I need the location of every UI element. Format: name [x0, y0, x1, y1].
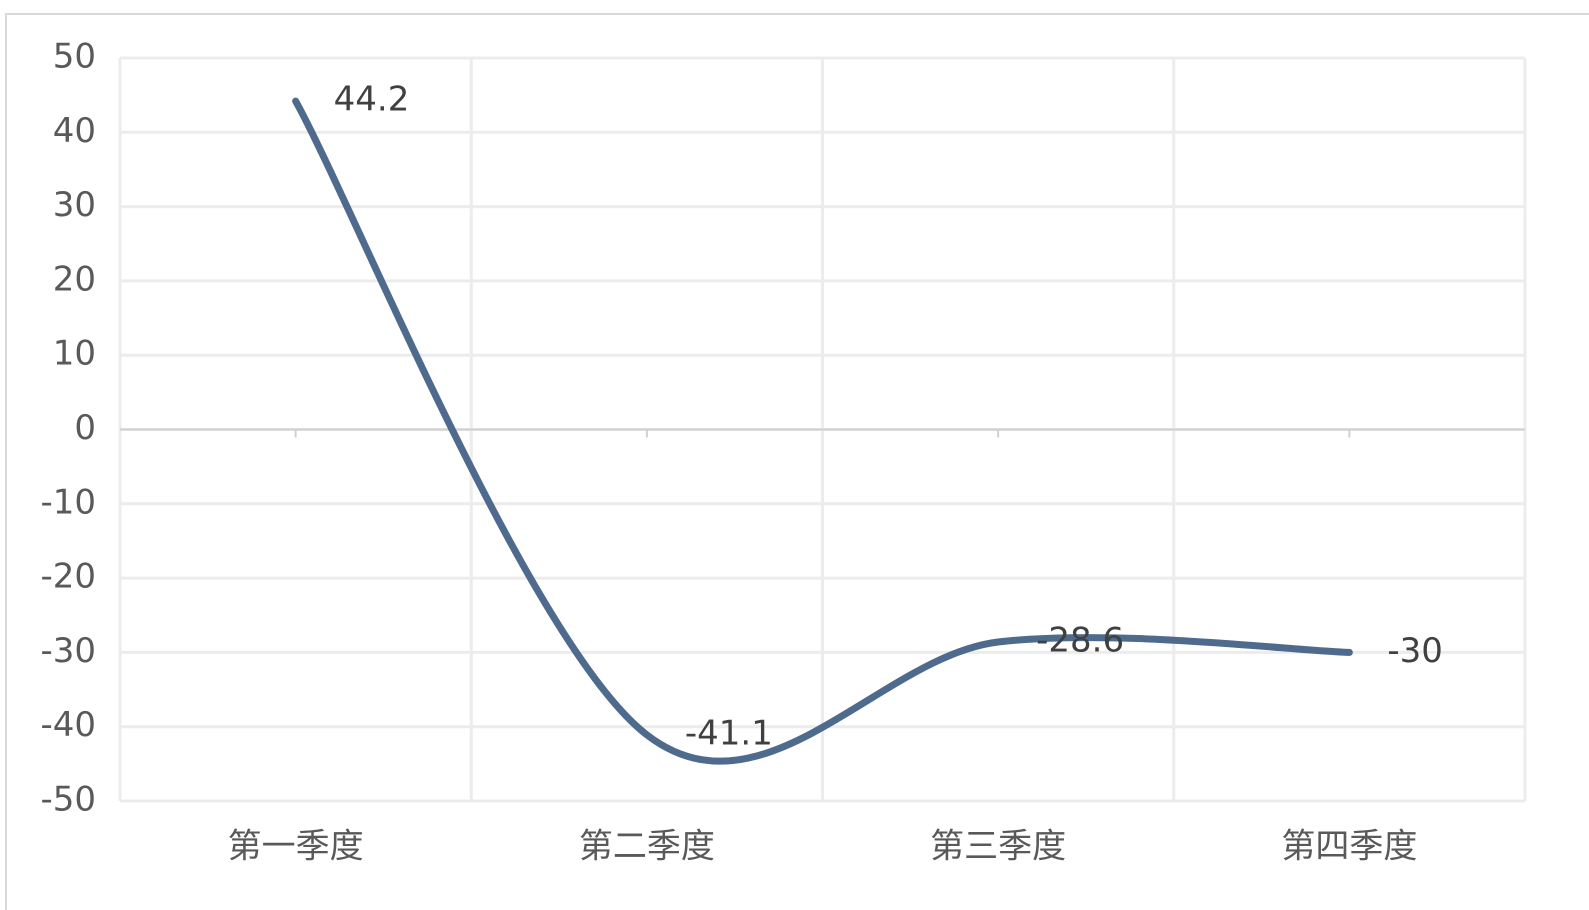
y-tick-label: 0: [74, 408, 96, 448]
y-tick-label: 30: [53, 185, 96, 225]
x-tick-label: 第一季度: [228, 827, 364, 867]
y-tick-label: -50: [40, 780, 96, 820]
data-label: 44.2: [334, 80, 410, 120]
y-tick-label: 50: [53, 37, 96, 77]
y-tick-label: -20: [40, 557, 96, 597]
data-label: -30: [1387, 631, 1443, 671]
y-tick-label: -40: [40, 705, 96, 745]
y-tick-label: -10: [40, 482, 96, 522]
data-label: -28.6: [1036, 620, 1124, 660]
y-tick-label: 20: [53, 259, 96, 299]
x-tick-label: 第四季度: [1281, 827, 1417, 867]
data-label: -41.1: [685, 713, 773, 753]
y-tick-label: 10: [53, 334, 96, 374]
y-tick-label: 40: [53, 111, 96, 151]
x-tick-label: 第三季度: [930, 827, 1066, 867]
line: [292, 97, 1353, 765]
y-tick-label: -30: [40, 631, 96, 671]
chart-frame: [5, 13, 1589, 910]
x-tick-label: 第二季度: [579, 827, 715, 867]
